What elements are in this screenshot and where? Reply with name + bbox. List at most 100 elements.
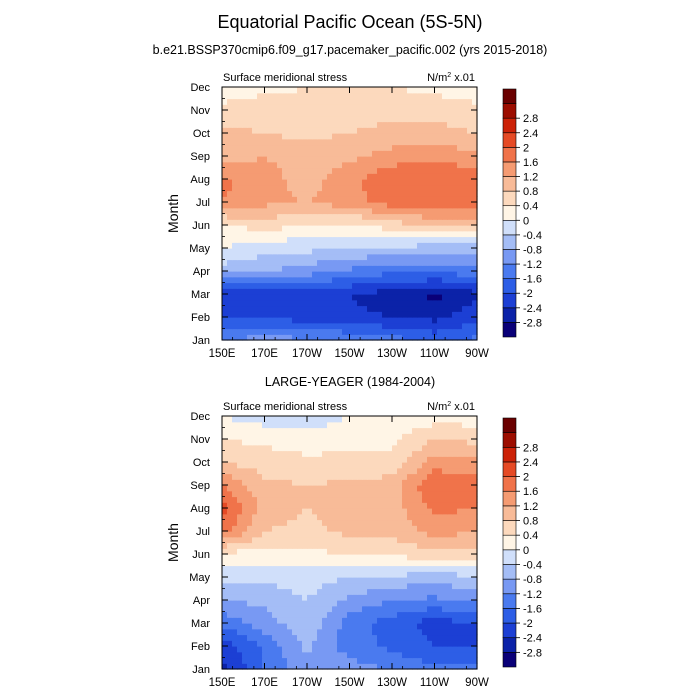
heatmap-cell	[282, 207, 288, 215]
heatmap-cell	[382, 87, 388, 94]
heatmap-cell	[242, 115, 248, 123]
heatmap-cell	[267, 433, 273, 440]
heatmap-cell	[362, 202, 368, 209]
heatmap-cell	[282, 121, 288, 128]
heatmap-cell	[297, 133, 303, 140]
heatmap-cell	[242, 450, 248, 457]
heatmap-cell	[272, 444, 278, 452]
heatmap-cell	[237, 588, 243, 595]
heatmap-cell	[237, 322, 243, 330]
heatmap-cell	[412, 640, 418, 647]
heatmap-cell	[307, 259, 313, 266]
heatmap-cell	[222, 605, 228, 613]
heatmap-cell	[292, 115, 298, 123]
heatmap-cell	[242, 462, 248, 469]
heatmap-cell	[307, 525, 313, 532]
heatmap-cell	[362, 600, 368, 607]
heatmap-cell	[417, 628, 423, 636]
heatmap-cell	[232, 248, 238, 255]
heatmap-cell	[292, 156, 298, 163]
heatmap-cell	[282, 179, 288, 186]
heatmap-cell	[412, 167, 418, 174]
heatmap-cell	[402, 473, 408, 480]
heatmap-cell	[362, 663, 368, 670]
heatmap-cell	[452, 328, 458, 335]
heatmap-cell	[312, 190, 318, 197]
heatmap-cell	[332, 559, 338, 567]
heatmap-cell	[357, 207, 363, 215]
heatmap-cell	[342, 305, 348, 312]
heatmap-cell	[292, 416, 298, 423]
heatmap-cell	[442, 121, 448, 128]
heatmap-cell	[387, 605, 393, 613]
heatmap-cell	[467, 225, 473, 232]
heatmap-cell	[322, 299, 328, 307]
heatmap-cell	[252, 531, 258, 538]
heatmap-cell	[387, 416, 393, 423]
heatmap-cell	[457, 104, 463, 111]
heatmap-cell	[277, 288, 283, 295]
heatmap-cell	[417, 594, 423, 601]
heatmap-cell	[442, 588, 448, 595]
heatmap-cell	[362, 439, 368, 446]
heatmap-cell	[322, 548, 328, 555]
heatmap-cell	[242, 288, 248, 295]
heatmap-cell	[377, 433, 383, 440]
heatmap-cell	[412, 110, 418, 117]
heatmap-cell	[287, 202, 293, 209]
heatmap-cell	[232, 219, 238, 226]
heatmap-cell	[417, 536, 423, 544]
heatmap-cell	[422, 259, 428, 266]
heatmap-cell	[472, 92, 478, 100]
heatmap-cell	[242, 588, 248, 595]
heatmap-cell	[402, 288, 408, 295]
heatmap-cell	[472, 230, 478, 238]
heatmap-cell	[257, 513, 263, 521]
heatmap-cell	[382, 259, 388, 266]
heatmap-cell	[257, 427, 263, 434]
heatmap-cell	[467, 202, 473, 209]
heatmap-cell	[317, 202, 323, 209]
heatmap-cell	[242, 144, 248, 151]
heatmap-cell	[412, 427, 418, 434]
heatmap-cell	[282, 617, 288, 624]
heatmap-cell	[377, 115, 383, 123]
heatmap-cell	[317, 121, 323, 128]
heatmap-cell	[407, 490, 413, 498]
heatmap-cell	[407, 110, 413, 117]
heatmap-cell	[452, 548, 458, 555]
heatmap-cell	[222, 594, 228, 601]
heatmap-cell	[377, 640, 383, 647]
heatmap-cell	[267, 144, 273, 151]
heatmap-cell	[282, 416, 288, 423]
colorbar-swatch	[502, 190, 517, 207]
heatmap-cell	[252, 167, 258, 174]
heatmap-cell	[222, 628, 228, 636]
heatmap-cell	[372, 311, 378, 318]
heatmap-cell	[337, 138, 343, 146]
heatmap-cell	[447, 508, 453, 515]
heatmap-cell	[447, 628, 453, 636]
heatmap-cell	[452, 542, 458, 549]
heatmap-cell	[362, 421, 368, 429]
heatmap-cell	[417, 317, 423, 324]
heatmap-cell	[377, 104, 383, 111]
heatmap-cell	[302, 565, 308, 572]
heatmap-cell	[417, 288, 423, 295]
heatmap-cell	[292, 138, 298, 146]
heatmap-cell	[242, 605, 248, 613]
heatmap-cell	[467, 276, 473, 284]
heatmap-cell	[372, 92, 378, 100]
colorbar: -2.8-2.4-2-1.6-1.2-0.8-0.400.40.81.21.62…	[502, 417, 542, 668]
heatmap-cell	[412, 565, 418, 572]
heatmap-cell	[282, 299, 288, 307]
heatmap-cell	[427, 161, 433, 169]
heatmap-cell	[287, 271, 293, 278]
heatmap-cell	[382, 311, 388, 318]
heatmap-cell	[257, 467, 263, 475]
heatmap-cell	[237, 651, 243, 659]
heatmap-cell	[232, 334, 238, 341]
heatmap-cell	[462, 496, 468, 503]
heatmap-cell	[307, 565, 313, 572]
heatmap-cell	[237, 485, 243, 492]
